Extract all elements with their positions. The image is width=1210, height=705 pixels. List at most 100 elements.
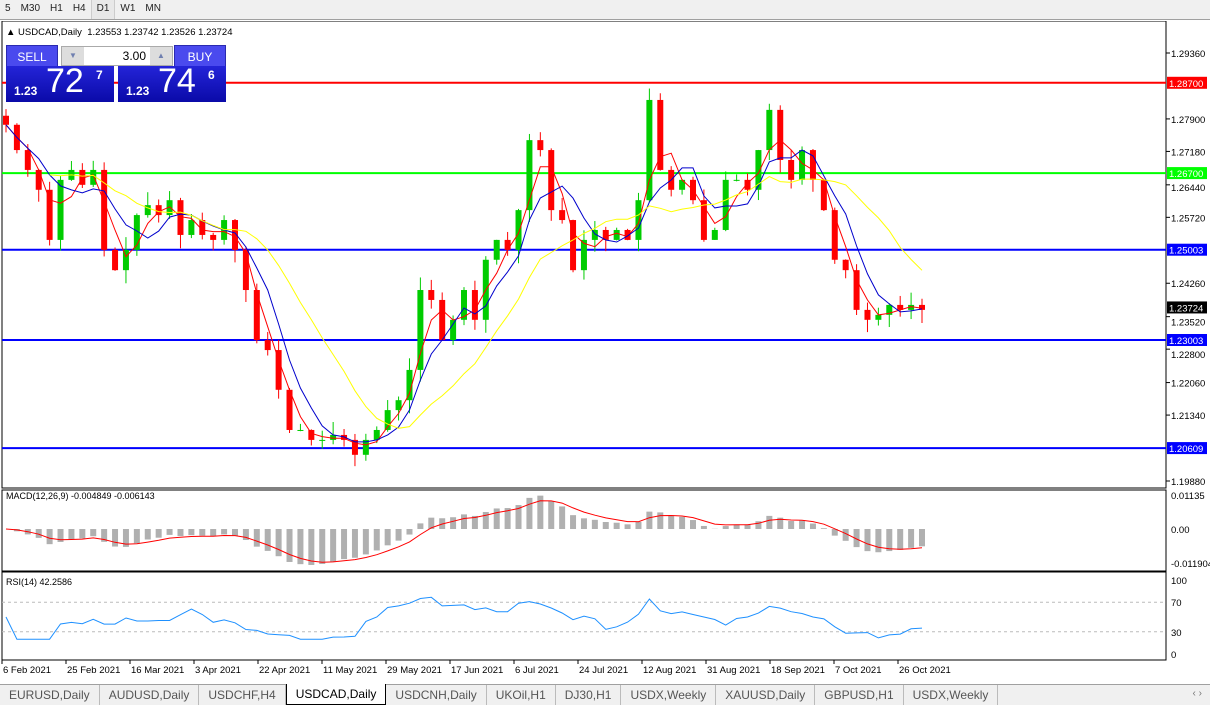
macd-histogram-bar: [144, 529, 151, 540]
candle-body: [384, 410, 391, 430]
chart-tab[interactable]: USDX,Weekly: [621, 685, 717, 705]
candle-body: [275, 350, 282, 390]
chart-tab[interactable]: DJ30,H1: [556, 685, 622, 705]
ma-mid-line: [5, 124, 923, 443]
price-tick-label: 1.27900: [1171, 115, 1205, 126]
macd-histogram-bar: [886, 529, 893, 552]
candle-body: [286, 389, 293, 430]
candle-body: [602, 229, 609, 240]
candle-body: [395, 400, 402, 411]
candle-body: [853, 270, 860, 310]
lot-value[interactable]: 3.00: [122, 49, 146, 63]
lot-increase-icon[interactable]: ▲: [150, 47, 172, 65]
ohlc-values: 1.23553 1.23742 1.23526 1.23724: [87, 27, 233, 38]
chart-tab[interactable]: USDCHF,H4: [199, 685, 286, 705]
timeframe-MN[interactable]: MN: [145, 3, 161, 14]
current-price-tag: [1167, 301, 1207, 314]
macd-histogram-bar: [133, 529, 140, 544]
candle-body: [864, 309, 871, 320]
candle-body: [875, 314, 882, 320]
chart-tab[interactable]: USDX,Weekly: [904, 685, 999, 705]
date-tick-label: 22 Apr 2021: [259, 665, 310, 676]
candle-body: [253, 290, 260, 341]
rsi-tick-label: 0: [1171, 650, 1176, 661]
macd-histogram-bar: [199, 529, 206, 536]
chart-tab[interactable]: USDCAD,Daily: [285, 684, 387, 705]
macd-histogram-bar: [799, 520, 806, 529]
chart-tab[interactable]: AUDUSD,Daily: [100, 685, 200, 705]
date-tick-label: 11 May 2021: [323, 665, 377, 676]
candle-body: [831, 210, 838, 260]
price-tick-label: 1.19880: [1171, 477, 1205, 488]
level-price-label: 1.20609: [1169, 444, 1203, 455]
sell-price[interactable]: 1.23 72 7: [6, 62, 114, 102]
candle-body: [515, 210, 522, 250]
symbol-label: USDCAD,Daily: [18, 27, 82, 38]
ma-slow-line: [49, 174, 923, 429]
timeframe-D1[interactable]: D1: [90, 0, 116, 19]
macd-histogram-bar: [919, 529, 925, 547]
macd-histogram-bar: [297, 529, 304, 565]
collapse-triangle-icon[interactable]: ▲: [6, 27, 16, 38]
candle-body: [559, 210, 566, 221]
sell-price-prefix: 1.23: [14, 84, 38, 98]
candle-body: [570, 220, 577, 271]
macd-histogram-bar: [820, 528, 827, 529]
chart-tab[interactable]: USDCNH,Daily: [386, 685, 487, 705]
timeframe-M30[interactable]: M30: [20, 3, 41, 14]
tab-scroll-arrows-icon[interactable]: ‹ ›: [1192, 688, 1202, 699]
level-price-tag: [1167, 76, 1207, 89]
chart-tab[interactable]: UKOil,H1: [487, 685, 556, 705]
macd-pane-border: [1, 489, 1167, 572]
timeframe-H4[interactable]: H4: [72, 3, 86, 14]
candle-body: [504, 239, 511, 250]
macd-signal-line: [5, 500, 923, 563]
macd-histogram-bar: [471, 515, 478, 529]
candle-body: [242, 249, 249, 291]
macd-histogram-bar: [319, 529, 326, 564]
candle-body: [46, 189, 53, 240]
level-price-tag: [1167, 243, 1207, 256]
chart-tab[interactable]: GBPUSD,H1: [815, 685, 904, 705]
macd-histogram-bar: [646, 511, 653, 529]
macd-histogram-bar: [777, 517, 784, 529]
price-tick-label: 1.27180: [1171, 147, 1205, 158]
timeframe-W1[interactable]: W1: [120, 3, 136, 14]
level-price-tag: [1167, 167, 1207, 180]
price-chart[interactable]: 1.29360 1.27900 1.27180 1.26440 1.25720 1.242…: [0, 21, 1210, 684]
buy-price[interactable]: 1.23 74 6: [118, 62, 226, 102]
candle-body: [679, 179, 686, 190]
candle-body: [188, 220, 195, 235]
candle-body: [799, 150, 806, 180]
timeframe-H1[interactable]: H1: [50, 3, 63, 14]
macd-histogram-bar: [253, 529, 260, 547]
macd-label: MACD(12,26,9) -0.004849 -0.006143: [6, 491, 155, 501]
candle-body: [79, 169, 86, 185]
candle-body: [450, 319, 457, 341]
date-tick-label: 7 Oct 2021: [835, 665, 881, 676]
candle-body: [417, 290, 424, 370]
macd-histogram-bar: [46, 529, 53, 545]
macd-histogram-bar: [526, 497, 533, 529]
lot-decrease-icon[interactable]: ▼: [62, 47, 84, 65]
macd-tick-label: 0.00: [1171, 525, 1190, 536]
level-price-label: 1.26700: [1169, 169, 1203, 180]
macd-histogram-bar: [188, 529, 195, 536]
date-tick-label: 3 Apr 2021: [195, 665, 241, 676]
candle-body: [264, 340, 271, 351]
macd-histogram-bar: [766, 515, 773, 529]
macd-histogram-bar: [570, 515, 577, 529]
macd-histogram-bar: [275, 529, 282, 557]
chart-tab[interactable]: EURUSD,Daily: [0, 685, 100, 705]
chart-tab[interactable]: XAUUSD,Daily: [716, 685, 816, 705]
one-click-trade-panel: SELL ▼ 3.00 ▲ BUY 1.23 72 7 1.23 74 6: [6, 45, 226, 103]
macd-histogram-bar: [864, 529, 871, 552]
date-tick-label: 18 Sep 2021: [771, 665, 825, 676]
lot-size-field[interactable]: ▼ 3.00 ▲: [61, 46, 173, 66]
rsi-tick-label: 70: [1171, 598, 1182, 609]
timeframe-5[interactable]: 5: [5, 3, 11, 14]
date-tick-label: 24 Jul 2021: [579, 665, 628, 676]
date-tick-label: 29 May 2021: [387, 665, 442, 676]
macd-histogram-bar: [515, 505, 522, 529]
macd-histogram-bar: [755, 521, 762, 529]
